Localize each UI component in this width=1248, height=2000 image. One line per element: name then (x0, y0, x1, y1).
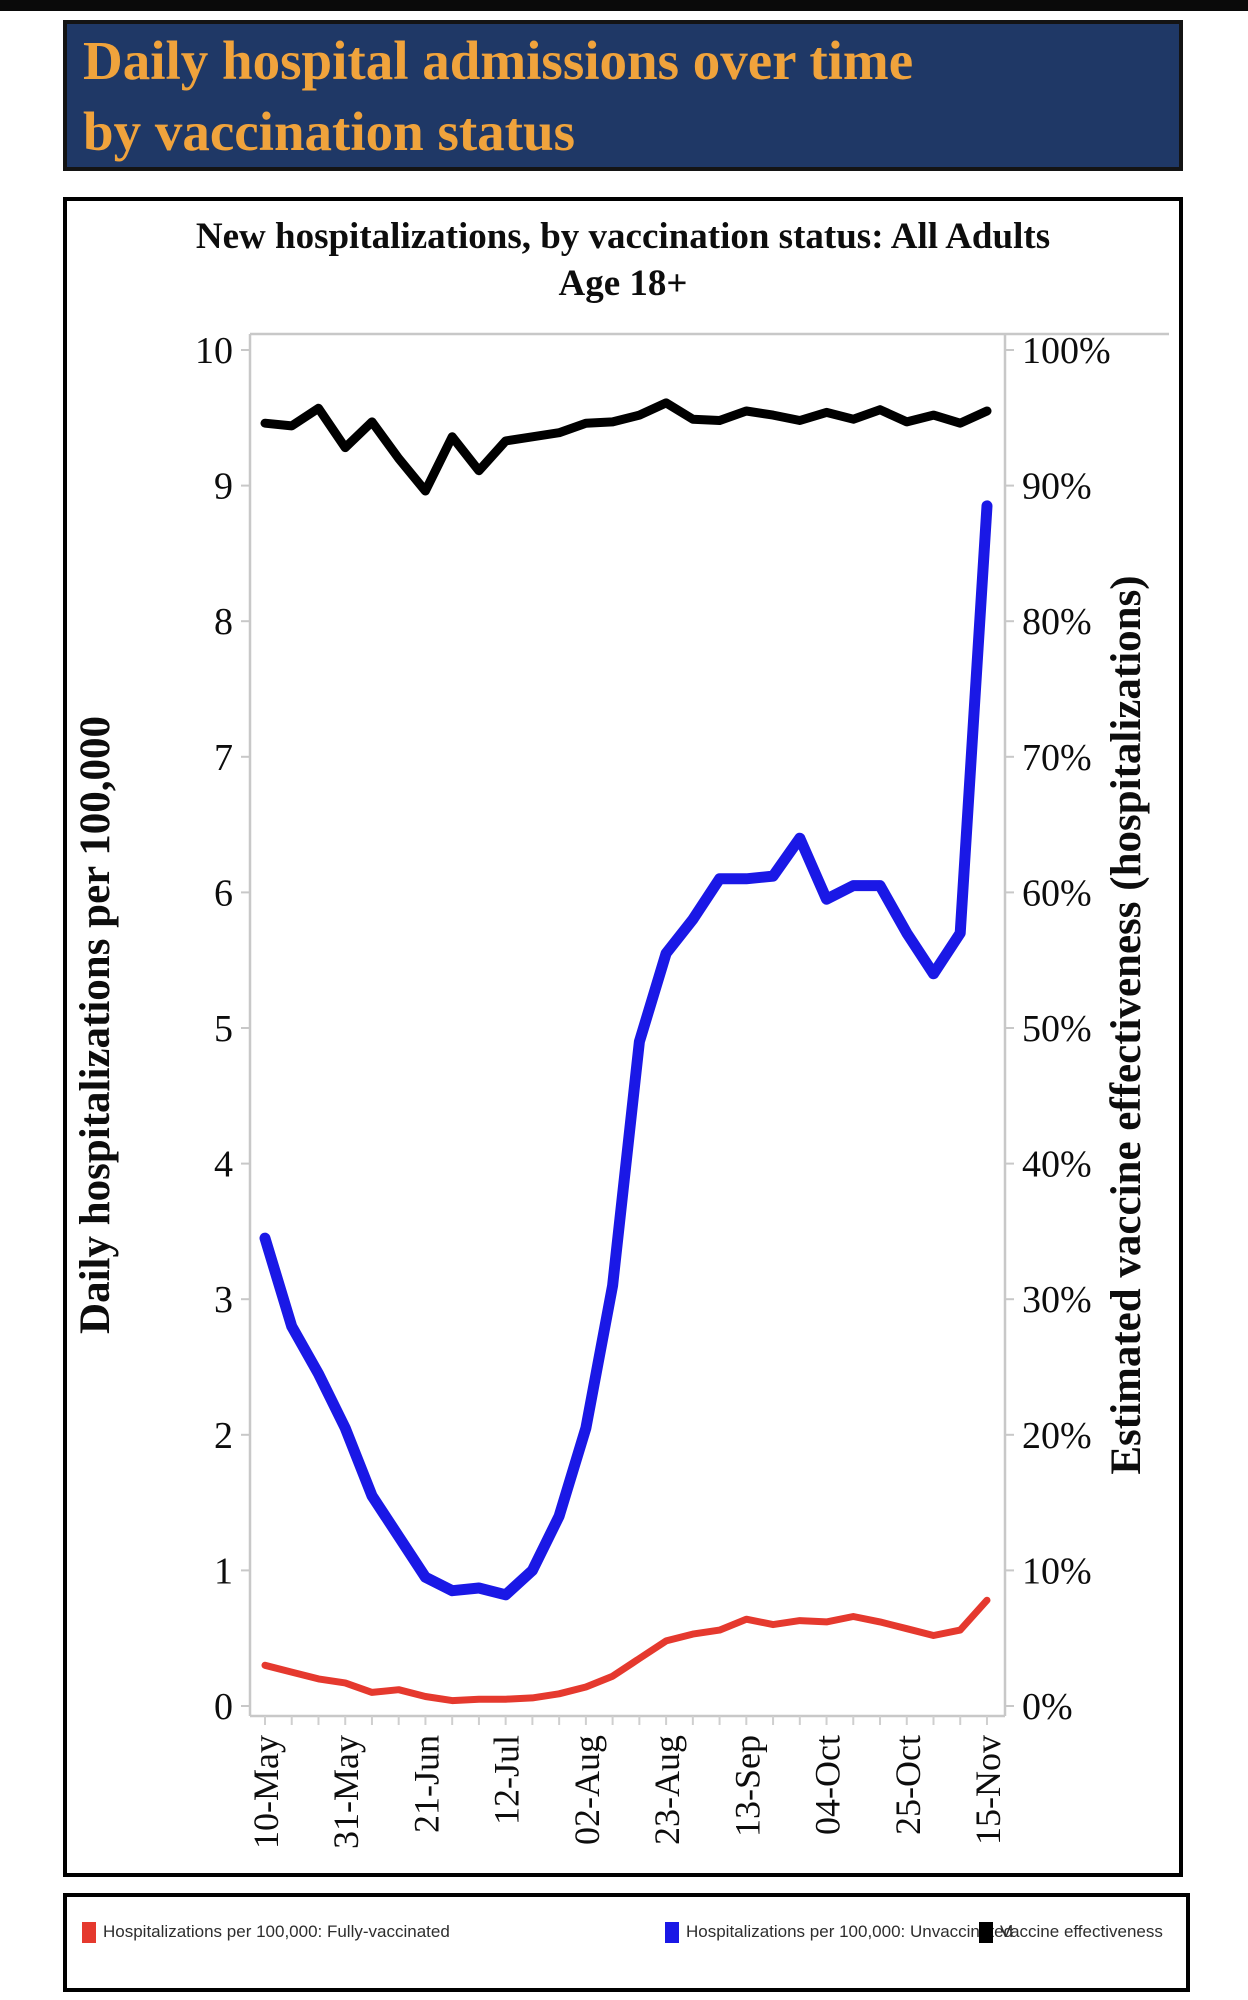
legend-item-unvaccinated: Hospitalizations per 100,000: Unvaccinat… (665, 1921, 1013, 1943)
legend-label-fully-vaccinated: Hospitalizations per 100,000: Fully-vacc… (103, 1922, 450, 1941)
left-tick-label: 5 (214, 1008, 233, 1050)
right-tick-label: 60% (1022, 872, 1092, 914)
left-tick-label: 8 (214, 601, 233, 643)
legend-item-vaccine-effectiveness: Vaccine effectiveness (979, 1921, 1163, 1943)
chart-panel: New hospitalizations, by vaccination sta… (63, 197, 1183, 1877)
legend-label-vaccine-effectiveness: Vaccine effectiveness (1000, 1922, 1163, 1941)
left-tick-label: 2 (214, 1415, 233, 1457)
legend: Hospitalizations per 100,000: Fully-vacc… (63, 1893, 1190, 1992)
left-tick-label: 4 (214, 1144, 233, 1186)
right-tick-label: 100% (1022, 330, 1111, 372)
x-tick-label: 12-Jul (487, 1735, 527, 1825)
chart-title: New hospitalizations, by vaccination sta… (67, 213, 1179, 307)
legend-swatch-red (82, 1921, 96, 1943)
series-line-effectiveness (260, 398, 992, 496)
legend-swatch-black (979, 1921, 993, 1943)
x-tick-label: 10-May (246, 1735, 286, 1849)
page-header: Daily hospital admissions over time by v… (63, 20, 1183, 171)
left-tick-label: 0 (214, 1686, 233, 1728)
chart-title-line-1: New hospitalizations, by vaccination sta… (195, 216, 1051, 257)
chart-title-line-2: Age 18+ (558, 263, 688, 304)
x-tick-label: 31-May (326, 1735, 366, 1849)
left-tick-label: 10 (195, 330, 233, 372)
right-tick-label: 10% (1022, 1550, 1092, 1592)
top-black-bar (0, 0, 1248, 11)
chart-plot: 0 0% 1 10% 2 20% 3 30% 4 40% 5 50% 6 60% 7 70% 8 80% 9 90% 1… (72, 330, 1169, 1849)
page-title-line-1: Daily hospital admissions over time (83, 30, 914, 91)
right-tick-label: 40% (1022, 1144, 1092, 1186)
legend-swatch-blue (665, 1921, 679, 1943)
right-tick-label: 0% (1022, 1686, 1073, 1728)
left-tick-label: 1 (214, 1550, 233, 1592)
legend-label-unvaccinated: Hospitalizations per 100,000: Unvaccinat… (686, 1922, 1013, 1941)
x-tick-label: 02-Aug (567, 1735, 607, 1845)
right-axis-title: Estimated vaccine effectiveness (hospita… (1103, 575, 1150, 1474)
left-tick-label: 7 (214, 737, 233, 779)
x-tick-label: 13-Sep (727, 1735, 767, 1837)
left-tick-label: 6 (214, 872, 233, 914)
left-tick-label: 9 (214, 466, 233, 508)
right-tick-label: 20% (1022, 1415, 1092, 1457)
x-tick-label: 25-Oct (888, 1735, 928, 1835)
right-tick-label: 30% (1022, 1279, 1092, 1321)
left-axis-title: Daily hospitalizations per 100,000 (72, 716, 119, 1334)
right-tick-label: 80% (1022, 601, 1092, 643)
legend-item-fully-vaccinated: Hospitalizations per 100,000: Fully-vacc… (82, 1921, 450, 1943)
left-tick-label: 3 (214, 1279, 233, 1321)
series-line-unvaccinated (259, 500, 993, 1601)
x-tick-label: 23-Aug (647, 1735, 687, 1845)
page-title-line-2: by vaccination status (83, 101, 575, 162)
x-tick-label: 21-Jun (406, 1735, 446, 1833)
right-tick-label: 50% (1022, 1008, 1092, 1050)
right-tick-label: 90% (1022, 466, 1092, 508)
series-line-fully-vaccinated (261, 1596, 991, 1705)
x-tick-label: 15-Nov (968, 1735, 1008, 1845)
right-tick-label: 70% (1022, 737, 1092, 779)
x-tick-label: 04-Oct (808, 1735, 848, 1835)
